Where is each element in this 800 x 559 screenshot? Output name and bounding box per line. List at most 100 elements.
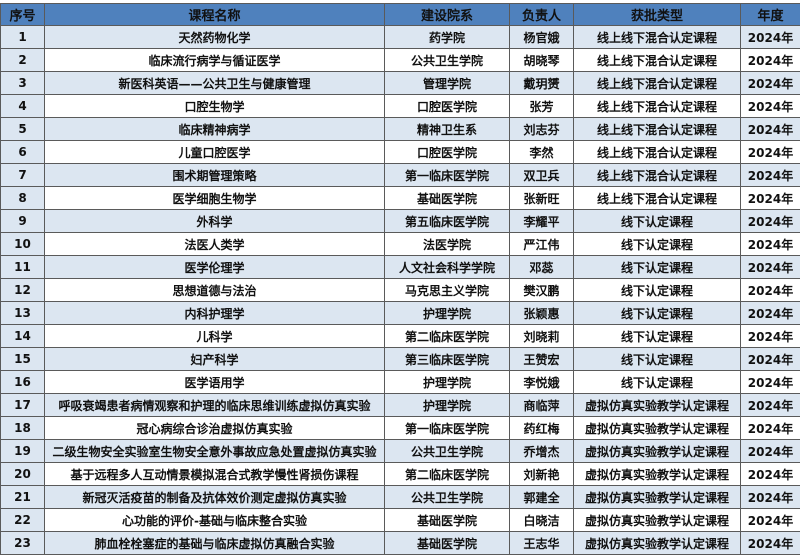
- cell-course-name: 思想道德与法治: [44, 278, 385, 302]
- table-row: 8 医学细胞生物学 基础医学院 张新旺 线上线下混合认定课程 2024年: [0, 186, 800, 210]
- cell-leader: 刘志芬: [509, 117, 574, 141]
- cell-course-name: 儿童口腔医学: [44, 140, 385, 164]
- cell-year: 2024年: [740, 393, 800, 417]
- cell-leader: 李耀平: [509, 209, 574, 233]
- cell-course-name: 临床精神病学: [44, 117, 385, 141]
- cell-approval-type: 线上线下混合认定课程: [573, 186, 741, 210]
- cell-leader: 药红梅: [509, 416, 574, 440]
- cell-approval-type: 线上线下混合认定课程: [573, 94, 741, 118]
- cell-year: 2024年: [740, 209, 800, 233]
- header-row: 序号 课程名称 建设院系 负责人 获批类型 年度: [0, 3, 800, 26]
- cell-course-name: 儿科学: [44, 324, 385, 348]
- cell-year: 2024年: [740, 370, 800, 394]
- cell-college: 口腔医学院: [384, 94, 510, 118]
- cell-leader: 刘新艳: [509, 462, 574, 486]
- cell-leader: 戴玥赟: [509, 71, 574, 95]
- cell-year: 2024年: [740, 485, 800, 509]
- cell-college: 护理学院: [384, 301, 510, 325]
- table-row: 10 法医人类学 法医学院 严江伟 线下认定课程 2024年: [0, 232, 800, 256]
- table-row: 13 内科护理学 护理学院 张颖惠 线下认定课程 2024年: [0, 301, 800, 325]
- table-row: 9 外科学 第五临床医学院 李耀平 线下认定课程 2024年: [0, 209, 800, 233]
- cell-approval-type: 线上线下混合认定课程: [573, 117, 741, 141]
- table-row: 11 医学伦理学 人文社会科学学院 邓蕊 线下认定课程 2024年: [0, 255, 800, 279]
- cell-college: 护理学院: [384, 393, 510, 417]
- cell-leader: 邓蕊: [509, 255, 574, 279]
- cell-approval-type: 线上线下混合认定课程: [573, 140, 741, 164]
- cell-course-name: 肺血栓栓塞症的基础与临床虚拟仿真融合实验: [44, 531, 385, 555]
- table-row: 1 天然药物化学 药学院 杨官娥 线上线下混合认定课程 2024年: [0, 25, 800, 49]
- cell-seq: 15: [0, 347, 45, 371]
- cell-approval-type: 虚拟仿真实验教学认定课程: [573, 531, 741, 555]
- cell-college: 护理学院: [384, 370, 510, 394]
- cell-seq: 1: [0, 25, 45, 49]
- cell-college: 公共卫生学院: [384, 48, 510, 72]
- cell-year: 2024年: [740, 255, 800, 279]
- table-row: 17 呼吸衰竭患者病情观察和护理的临床思维训练虚拟仿真实验 护理学院 商临萍 虚拟仿真实…: [0, 393, 800, 417]
- cell-seq: 14: [0, 324, 45, 348]
- cell-leader: 乔增杰: [509, 439, 574, 463]
- cell-approval-type: 线下认定课程: [573, 324, 741, 348]
- cell-leader: 刘晓莉: [509, 324, 574, 348]
- cell-college: 公共卫生学院: [384, 439, 510, 463]
- cell-college: 药学院: [384, 25, 510, 49]
- cell-college: 公共卫生学院: [384, 485, 510, 509]
- cell-college: 马克思主义学院: [384, 278, 510, 302]
- table-row: 23 肺血栓栓塞症的基础与临床虚拟仿真融合实验 基础医学院 王志华 虚拟仿真实验教学认定…: [0, 531, 800, 555]
- cell-college: 第五临床医学院: [384, 209, 510, 233]
- cell-college: 人文社会科学学院: [384, 255, 510, 279]
- cell-leader: 王赞宏: [509, 347, 574, 371]
- cell-course-name: 新医科英语——公共卫生与健康管理: [44, 71, 385, 95]
- header-college: 建设院系: [384, 3, 510, 26]
- cell-college: 管理学院: [384, 71, 510, 95]
- cell-year: 2024年: [740, 531, 800, 555]
- cell-college: 第二临床医学院: [384, 462, 510, 486]
- table-row: 2 临床流行病学与循证医学 公共卫生学院 胡晓琴 线上线下混合认定课程 2024年: [0, 48, 800, 72]
- cell-leader: 商临萍: [509, 393, 574, 417]
- cell-leader: 胡晓琴: [509, 48, 574, 72]
- table-row: 4 口腔生物学 口腔医学院 张芳 线上线下混合认定课程 2024年: [0, 94, 800, 118]
- cell-course-name: 冠心病综合诊治虚拟仿真实验: [44, 416, 385, 440]
- header-year: 年度: [740, 3, 800, 26]
- course-table-container: 序号 课程名称 建设院系 负责人 获批类型 年度 1 天然药物化学 药学院 杨官娥 线上线下混合认…: [0, 3, 800, 555]
- table-row: 7 围术期管理策略 第一临床医学院 双卫兵 线上线下混合认定课程 2024年: [0, 163, 800, 187]
- cell-seq: 9: [0, 209, 45, 233]
- cell-seq: 2: [0, 48, 45, 72]
- cell-approval-type: 线上线下混合认定课程: [573, 71, 741, 95]
- cell-seq: 17: [0, 393, 45, 417]
- cell-year: 2024年: [740, 186, 800, 210]
- cell-college: 第三临床医学院: [384, 347, 510, 371]
- table-body: 1 天然药物化学 药学院 杨官娥 线上线下混合认定课程 2024年 2 临床流行病学与循证医学…: [0, 25, 800, 555]
- table-row: 18 冠心病综合诊治虚拟仿真实验 第一临床医学院 药红梅 虚拟仿真实验教学认定课程 202…: [0, 416, 800, 440]
- cell-course-name: 法医人类学: [44, 232, 385, 256]
- cell-approval-type: 虚拟仿真实验教学认定课程: [573, 485, 741, 509]
- cell-leader: 樊汉鹏: [509, 278, 574, 302]
- cell-course-name: 医学伦理学: [44, 255, 385, 279]
- cell-approval-type: 虚拟仿真实验教学认定课程: [573, 462, 741, 486]
- cell-seq: 16: [0, 370, 45, 394]
- cell-approval-type: 虚拟仿真实验教学认定课程: [573, 416, 741, 440]
- cell-course-name: 医学语用学: [44, 370, 385, 394]
- cell-seq: 10: [0, 232, 45, 256]
- cell-approval-type: 虚拟仿真实验教学认定课程: [573, 393, 741, 417]
- cell-approval-type: 线下认定课程: [573, 370, 741, 394]
- cell-course-name: 天然药物化学: [44, 25, 385, 49]
- cell-approval-type: 线下认定课程: [573, 209, 741, 233]
- cell-course-name: 心功能的评价-基础与临床整合实验: [44, 508, 385, 532]
- cell-leader: 张颖惠: [509, 301, 574, 325]
- table-row: 19 二级生物安全实验室生物安全意外事故应急处置虚拟仿真实验 公共卫生学院 乔增杰 虚拟…: [0, 439, 800, 463]
- cell-approval-type: 线上线下混合认定课程: [573, 48, 741, 72]
- cell-course-name: 呼吸衰竭患者病情观察和护理的临床思维训练虚拟仿真实验: [44, 393, 385, 417]
- cell-seq: 5: [0, 117, 45, 141]
- cell-seq: 13: [0, 301, 45, 325]
- cell-college: 第二临床医学院: [384, 324, 510, 348]
- cell-year: 2024年: [740, 94, 800, 118]
- cell-year: 2024年: [740, 439, 800, 463]
- cell-year: 2024年: [740, 508, 800, 532]
- cell-seq: 23: [0, 531, 45, 555]
- cell-course-name: 基于远程多人互动情景模拟混合式教学慢性肾损伤课程: [44, 462, 385, 486]
- cell-leader: 郭建全: [509, 485, 574, 509]
- cell-leader: 严江伟: [509, 232, 574, 256]
- cell-course-name: 外科学: [44, 209, 385, 233]
- cell-course-name: 内科护理学: [44, 301, 385, 325]
- cell-seq: 19: [0, 439, 45, 463]
